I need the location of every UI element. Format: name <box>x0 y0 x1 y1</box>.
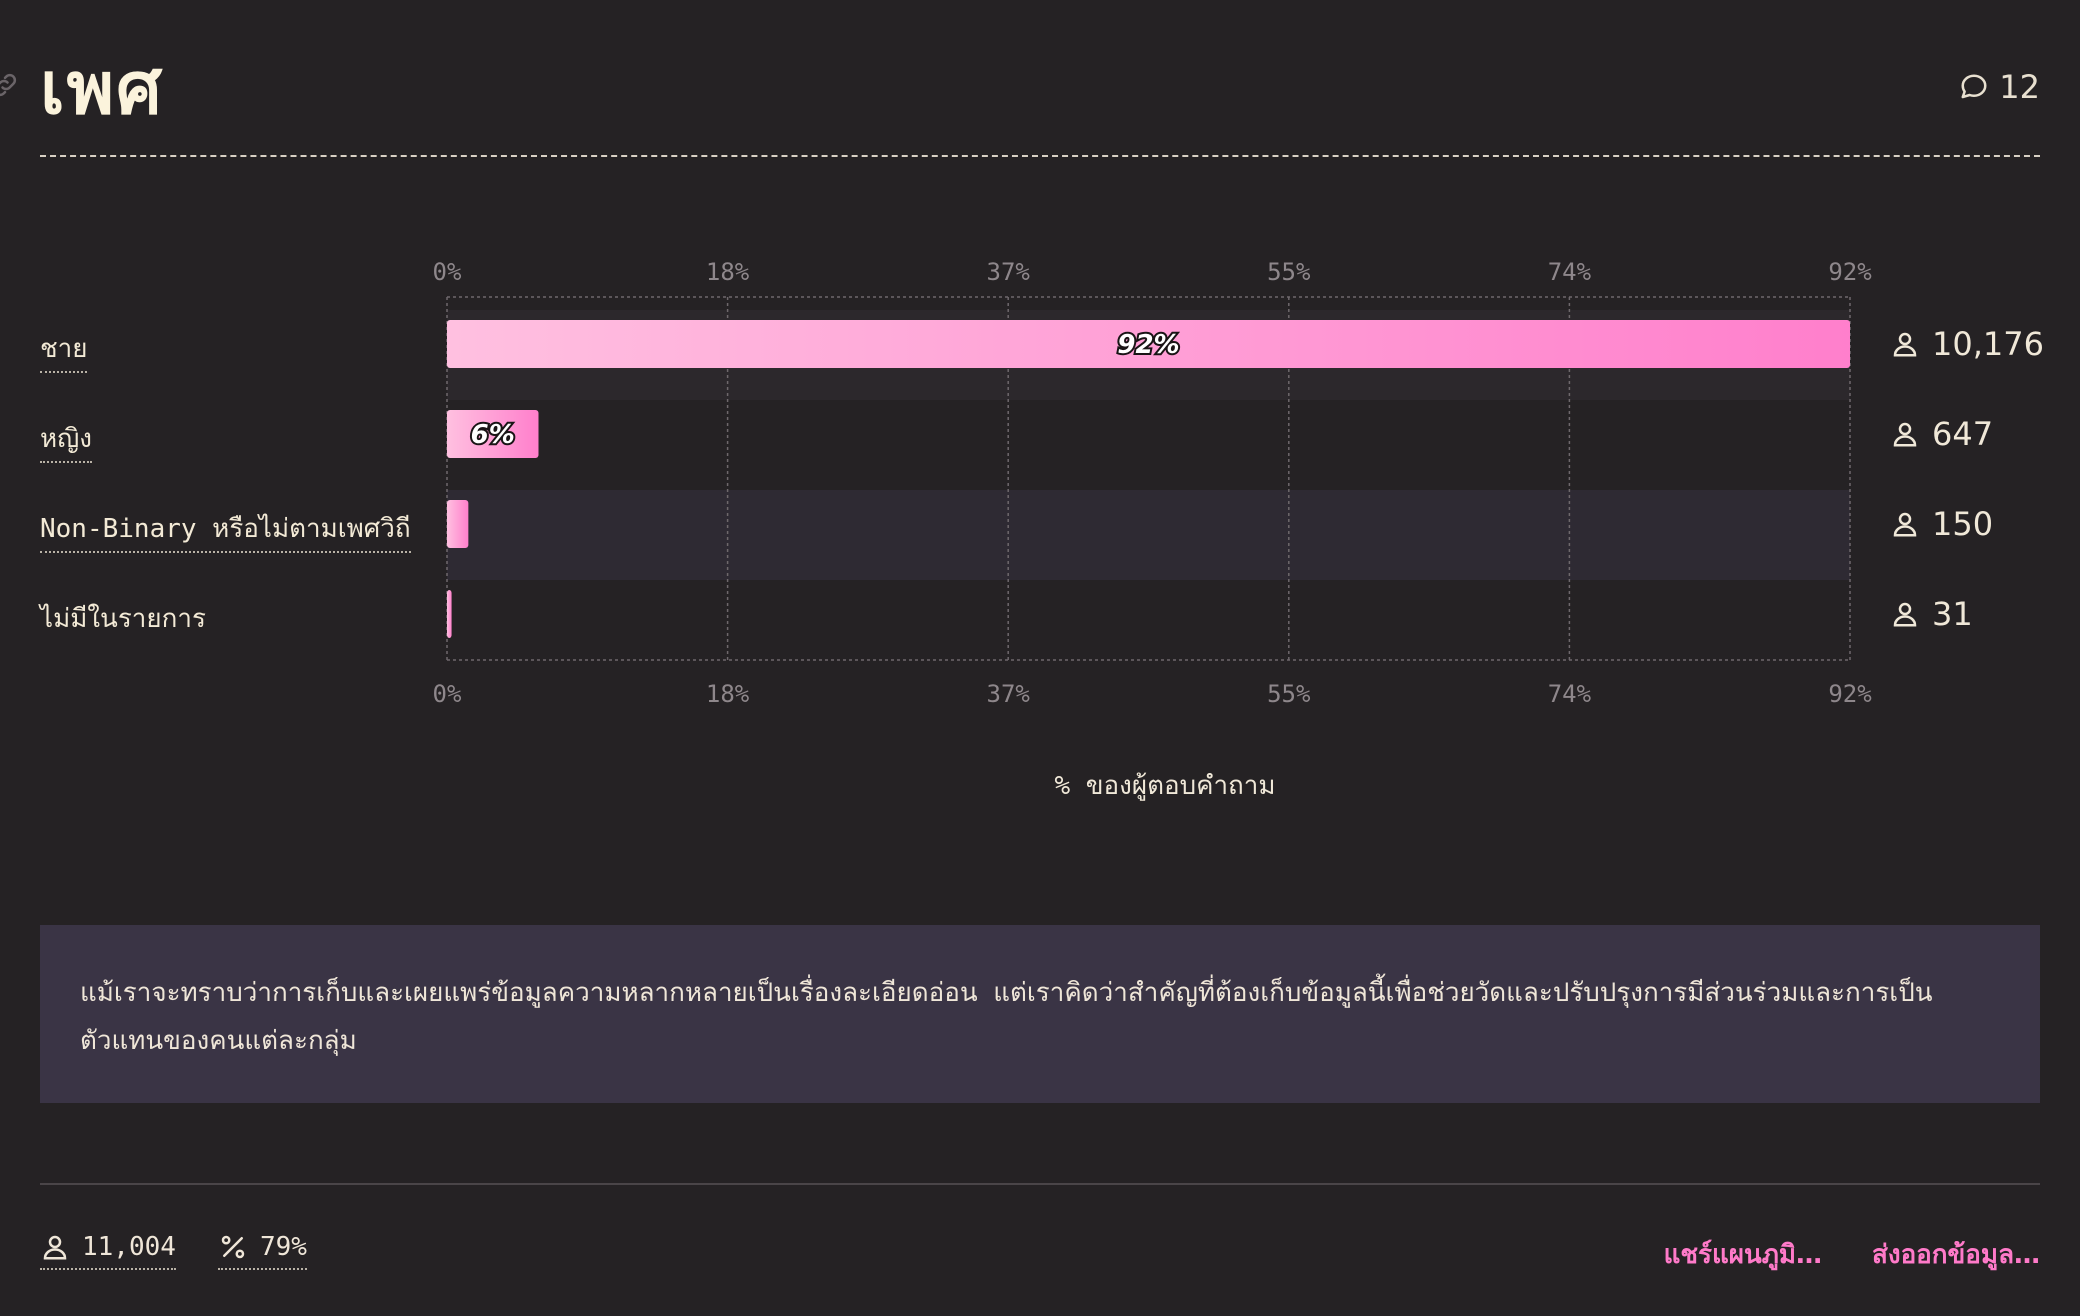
x-tick-label-bottom: 37% <box>987 680 1031 708</box>
response-rate-stat[interactable]: 79% <box>218 1232 307 1270</box>
header-divider <box>40 155 2040 157</box>
person-icon <box>1893 332 1917 357</box>
count-value: 647 <box>1932 415 1994 453</box>
x-tick-label-top: 37% <box>987 258 1031 286</box>
chart-container: 0% 0% 18% 18% 37% 37% 55% 55% 74% 74% 92% 92% 92% 6% … <box>0 240 2080 840</box>
x-tick-label-bottom: 0% <box>433 680 462 708</box>
comments-button[interactable]: 12 <box>1959 68 2040 106</box>
count-2: 150 <box>1890 505 1993 543</box>
bar[interactable] <box>447 500 469 548</box>
count-value: 10,176 <box>1932 325 2044 363</box>
bar[interactable] <box>447 590 452 638</box>
info-note-text: แม้เราจะทราบว่าการเก็บและเผยแพร่ข้อมูลคว… <box>80 978 1933 1056</box>
x-tick-label-top: 55% <box>1267 258 1311 286</box>
x-tick-label-bottom: 92% <box>1828 680 1872 708</box>
info-note: แม้เราจะทราบว่าการเก็บและเผยแพร่ข้อมูลคว… <box>40 925 2040 1103</box>
category-label-0[interactable]: ชาย <box>40 328 88 373</box>
link-icon[interactable] <box>0 70 20 100</box>
footer-divider <box>40 1183 2040 1185</box>
x-tick-label-top: 92% <box>1828 258 1872 286</box>
comment-icon <box>1961 74 1987 99</box>
comments-count: 12 <box>1999 68 2040 106</box>
count-3: 31 <box>1890 595 1973 633</box>
x-tick-label-bottom: 74% <box>1548 680 1592 708</box>
count-1: 647 <box>1890 415 1993 453</box>
row-background <box>447 490 1850 580</box>
x-tick-label-bottom: 18% <box>706 680 750 708</box>
person-icon <box>43 1235 67 1260</box>
count-value: 31 <box>1932 595 1973 633</box>
respondents-value: 11,004 <box>82 1232 176 1262</box>
person-icon <box>1893 422 1917 447</box>
category-label-1[interactable]: หญิง <box>40 418 92 463</box>
page-title: เพศ <box>40 46 164 130</box>
bar[interactable] <box>447 320 1850 368</box>
category-label-2[interactable]: Non-Binary หรือไม่ตามเพศวิถี <box>40 508 411 553</box>
percent-icon <box>221 1235 245 1259</box>
person-icon <box>1893 602 1917 627</box>
export-data-button[interactable]: ส่งออกข้อมูล… <box>1872 1240 2040 1270</box>
bar-chart: 0% 0% 18% 18% 37% 37% 55% 55% 74% 74% 92% 92% 92% 6% <box>433 258 1873 708</box>
response-rate-value: 79% <box>260 1232 307 1262</box>
x-tick-label-bottom: 55% <box>1267 680 1311 708</box>
x-axis-label: % ของผู้ตอบคำถาม <box>1054 771 1276 801</box>
bar-value-label: 6% <box>471 420 515 450</box>
category-label-3: ไม่มีในรายการ <box>40 604 206 634</box>
x-tick-label-top: 18% <box>706 258 750 286</box>
respondents-stat[interactable]: 11,004 <box>40 1232 176 1270</box>
count-value: 150 <box>1932 505 1994 543</box>
x-tick-label-top: 74% <box>1548 258 1592 286</box>
count-0: 10,176 <box>1890 325 2044 363</box>
share-chart-button[interactable]: แชร์แผนภูมิ… <box>1663 1240 1822 1270</box>
person-icon <box>1893 512 1917 537</box>
bar[interactable] <box>447 410 539 458</box>
bar-value-label: 92% <box>1117 330 1179 360</box>
x-tick-label-top: 0% <box>433 258 462 286</box>
